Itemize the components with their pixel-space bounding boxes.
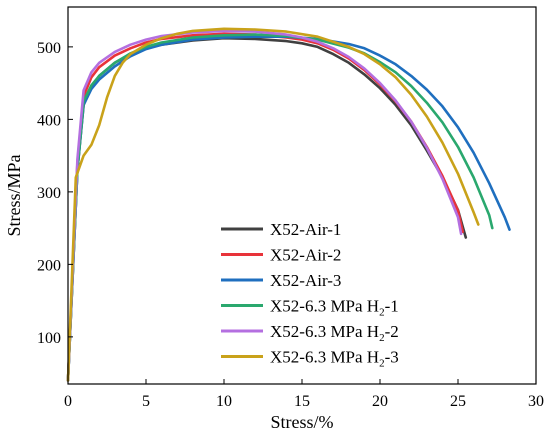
y-tick-label: 400	[37, 112, 61, 129]
legend-label-tail: -3	[385, 348, 399, 367]
x-tick-label: 20	[372, 393, 388, 410]
series-line-5	[66, 29, 463, 382]
x-tick-label: 10	[216, 393, 232, 410]
y-tick-label: 500	[37, 40, 61, 57]
legend-label-tail: -1	[385, 297, 399, 316]
legend-label-3: X52-Air-3	[270, 271, 341, 290]
legend-label-6: X52-6.3 MPa H2-3	[270, 348, 399, 370]
legend-label-subscript: 2	[379, 332, 385, 344]
x-tick-label: 30	[528, 393, 544, 410]
legend-label-1: X52-Air-1	[270, 220, 341, 239]
series-line-4	[66, 33, 494, 382]
series-line-6	[66, 27, 480, 382]
y-tick-label: 300	[37, 185, 61, 202]
legend-label-subscript: 2	[379, 358, 385, 370]
x-tick-label: 0	[64, 393, 72, 410]
legend-label-main: X52-6.3 MPa H	[270, 348, 379, 367]
legend-label-main: X52-Air-1	[270, 220, 341, 239]
legend-label-main: X52-Air-3	[270, 271, 341, 290]
legend-label-4: X52-6.3 MPa H2-1	[270, 297, 399, 319]
legend: X52-Air-1 X52-Air-2 X52-Air-3 X52-6.3 MPa H…	[221, 220, 399, 370]
y-tick-label: 100	[37, 330, 61, 347]
legend-label-main: X52-6.3 MPa H	[270, 297, 379, 316]
legend-label-2: X52-Air-2	[270, 246, 341, 265]
x-tick-label: 15	[294, 393, 310, 410]
legend-label-main: X52-Air-2	[270, 246, 341, 265]
legend-label-5: X52-6.3 MPa H2-2	[270, 322, 399, 344]
y-axis-label: Stress/MPa	[4, 154, 24, 236]
tick-layer: 0 5 10 15 20 25 30 100 200 300 400 500	[37, 40, 544, 410]
x-tick-label: 5	[142, 393, 150, 410]
y-tick-label: 200	[37, 257, 61, 274]
series-layer	[66, 27, 511, 382]
legend-label-main: X52-6.3 MPa H	[270, 322, 379, 341]
legend-label-subscript: 2	[379, 307, 385, 319]
legend-label-tail: -2	[385, 322, 399, 341]
x-axis-label: Stress/%	[271, 412, 334, 432]
x-tick-label: 25	[450, 393, 466, 410]
